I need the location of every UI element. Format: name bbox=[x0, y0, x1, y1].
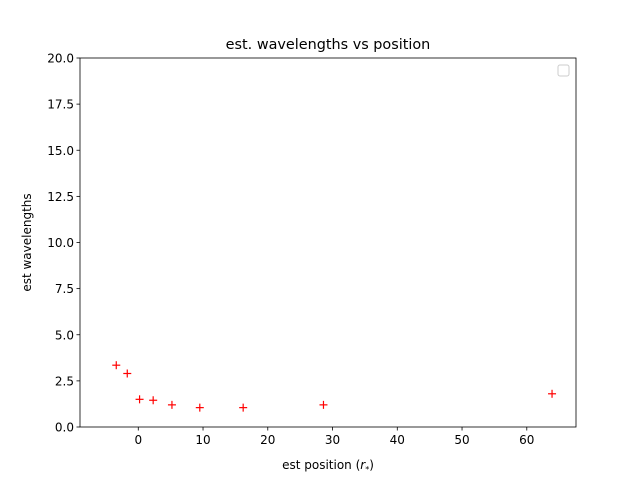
x-tick-label: 10 bbox=[195, 433, 210, 447]
x-tick-label: 50 bbox=[454, 433, 469, 447]
x-axis: 0 10 20 30 40 50 60 bbox=[134, 427, 534, 447]
x-tick-label: 0 bbox=[134, 433, 142, 447]
x-tick-label: 60 bbox=[519, 433, 534, 447]
data-point bbox=[548, 389, 557, 398]
y-tick-label: 20.0 bbox=[47, 52, 74, 66]
data-point bbox=[319, 400, 328, 409]
y-tick-label: 7.5 bbox=[55, 282, 74, 296]
y-tick-label: 17.5 bbox=[47, 98, 74, 112]
data-point bbox=[112, 361, 121, 370]
data-point bbox=[195, 403, 204, 412]
y-tick-label: 5.0 bbox=[55, 328, 74, 342]
axes-frame bbox=[79, 57, 577, 428]
y-tick-label: 2.5 bbox=[55, 374, 74, 388]
y-tick-label: 15.0 bbox=[47, 144, 74, 158]
chart-title: est. wavelengths vs position bbox=[226, 37, 431, 53]
data-point bbox=[123, 369, 132, 378]
y-tick-label: 10.0 bbox=[47, 236, 74, 250]
y-tick-label: 12.5 bbox=[47, 190, 74, 204]
x-axis-label: est position (r*) bbox=[282, 458, 374, 474]
legend bbox=[557, 64, 570, 77]
y-tick-label: 0.0 bbox=[55, 421, 74, 435]
x-tick-label: 30 bbox=[325, 433, 340, 447]
data-point bbox=[149, 396, 158, 405]
data-point bbox=[167, 400, 176, 409]
data-markers bbox=[112, 361, 557, 412]
data-point bbox=[135, 395, 144, 404]
x-tick-label: 40 bbox=[390, 433, 405, 447]
x-tick-label: 20 bbox=[260, 433, 275, 447]
y-axis: 0.0 2.5 5.0 7.5 10.0 12.5 15.0 17.5 20.0 bbox=[47, 52, 80, 435]
y-axis-label: est wavelengths bbox=[20, 193, 34, 291]
data-point bbox=[239, 403, 248, 412]
